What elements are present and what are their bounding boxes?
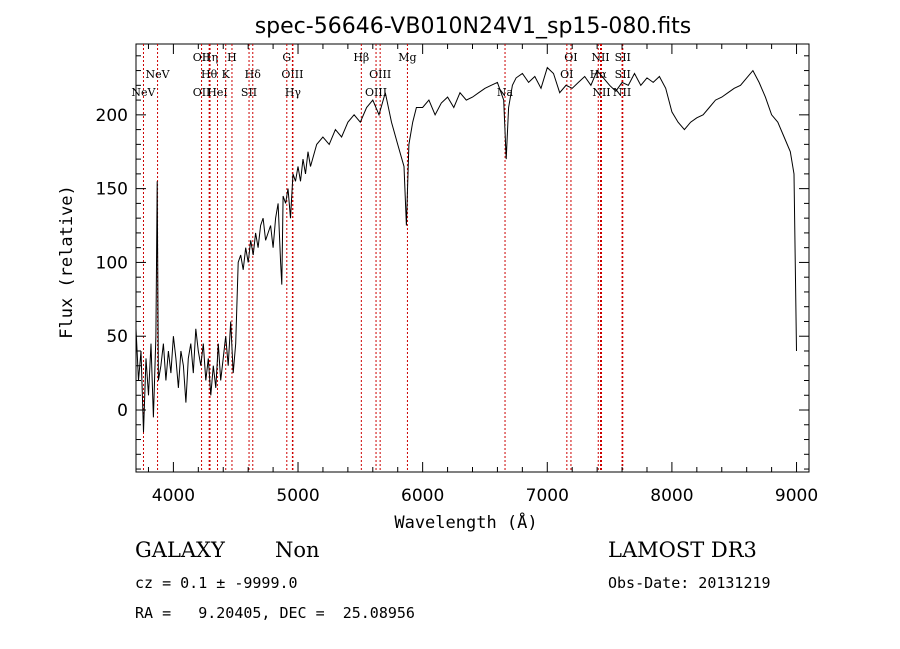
redshift-text: cz = 0.1 ± -9999.0 bbox=[135, 574, 298, 592]
line-marker-label: Hδ bbox=[245, 68, 262, 81]
survey-label: LAMOST DR3 bbox=[608, 538, 757, 562]
line-marker-label: Na bbox=[497, 86, 514, 99]
x-tick-label: 6000 bbox=[401, 486, 444, 506]
line-marker-label: Hη bbox=[202, 51, 218, 64]
line-marker-label: OII bbox=[193, 86, 211, 99]
obs-date-text: Obs-Date: 20131219 bbox=[608, 574, 771, 592]
x-axis-label: Wavelength (Å) bbox=[394, 511, 537, 533]
line-marker-label: Hβ bbox=[353, 51, 369, 64]
y-tick-label: 200 bbox=[96, 106, 128, 126]
x-tick-label: 7000 bbox=[526, 486, 569, 506]
y-tick-label: 100 bbox=[96, 253, 128, 273]
line-marker-label: OIII bbox=[369, 68, 391, 81]
object-subclass: Non bbox=[275, 538, 320, 562]
line-marker-label: G bbox=[282, 51, 291, 64]
object-class: GALAXY bbox=[135, 538, 225, 562]
y-tick-label: 50 bbox=[106, 327, 128, 347]
line-marker-label: Hγ bbox=[285, 86, 302, 99]
y-tick-label: 150 bbox=[96, 180, 128, 200]
x-tick-label: 5000 bbox=[276, 486, 319, 506]
flux-series-line bbox=[135, 66, 797, 433]
x-tick-label: 9000 bbox=[775, 486, 818, 506]
line-marker-label: OI bbox=[560, 68, 573, 81]
y-axis-label: Flux (relative) bbox=[57, 185, 77, 339]
line-marker-label: NII bbox=[592, 86, 610, 99]
axis-ticks: 4000 5000 6000 7000 8000 9000 0 50 100 150 200 bbox=[96, 44, 818, 506]
x-tick-label: 4000 bbox=[152, 486, 195, 506]
line-marker-label: OIII bbox=[281, 68, 303, 81]
line-marker-label: OII bbox=[193, 51, 211, 64]
line-marker-label: NeV bbox=[131, 86, 156, 99]
line-marker-label: NII bbox=[591, 51, 609, 64]
y-tick-label: 0 bbox=[117, 401, 128, 421]
line-marker-label: OIII bbox=[365, 86, 387, 99]
x-tick-label: 8000 bbox=[650, 486, 693, 506]
line-marker-label: SII bbox=[615, 68, 631, 81]
chart-title: spec-56646-VB010N24V1_sp15-080.fits bbox=[255, 14, 692, 39]
line-marker-label: HeI bbox=[207, 86, 227, 99]
line-marker-label: Mg bbox=[398, 51, 416, 64]
line-marker-label: SII bbox=[241, 86, 257, 99]
line-marker-label: NeV bbox=[146, 68, 171, 81]
line-marker-label: K bbox=[222, 68, 231, 81]
line-marker-label: NII bbox=[613, 86, 631, 99]
line-marker-label: Hθ bbox=[201, 68, 218, 81]
line-marker-label: SII bbox=[615, 51, 631, 64]
ra-dec-text: RA = 9.20405, DEC = 25.08956 bbox=[135, 604, 415, 622]
line-marker-label: OI bbox=[564, 51, 577, 64]
line-marker-label: H bbox=[227, 51, 237, 64]
